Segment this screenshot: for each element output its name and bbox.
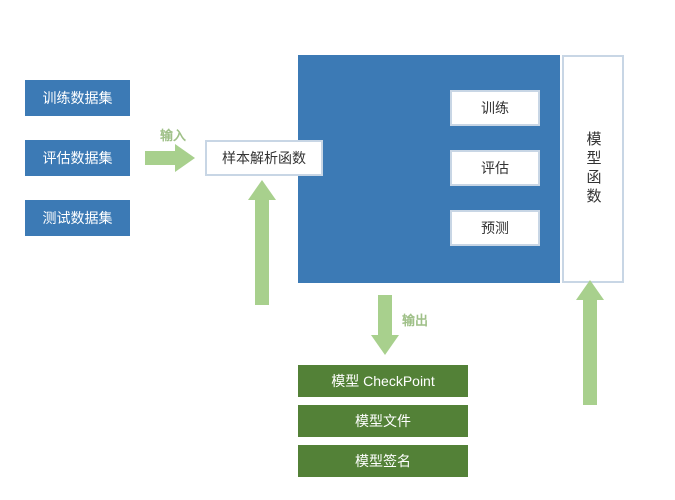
mode-train-box: 训练 (450, 90, 540, 126)
model-fn-label: 模型函数 (583, 131, 604, 207)
parse-fn-box: 样本解析函数 (205, 140, 323, 176)
model-up-arrow (576, 280, 604, 405)
input-arrow (145, 144, 195, 172)
output-checkpoint-box: 模型 CheckPoint (298, 365, 468, 397)
dataset-eval-box: 评估数据集 (25, 140, 130, 176)
mode-predict-box: 预测 (450, 210, 540, 246)
dataset-eval-label: 评估数据集 (43, 148, 113, 168)
parse-fn-label: 样本解析函数 (222, 148, 306, 168)
output-signature-label: 模型签名 (355, 451, 411, 471)
output-modelfile-label: 模型文件 (355, 411, 411, 431)
dataset-train-label: 训练数据集 (43, 88, 113, 108)
mode-eval-box: 评估 (450, 150, 540, 186)
mode-predict-label: 预测 (481, 218, 509, 238)
model-fn-box: 模型函数 (562, 55, 624, 283)
dataset-test-box: 测试数据集 (25, 200, 130, 236)
dataset-train-box: 训练数据集 (25, 80, 130, 116)
mode-train-label: 训练 (481, 98, 509, 118)
output-arrow (371, 295, 399, 355)
output-signature-box: 模型签名 (298, 445, 468, 477)
output-arrow-label: 输出 (402, 310, 428, 329)
input-arrow-label: 输入 (160, 125, 186, 144)
output-modelfile-box: 模型文件 (298, 405, 468, 437)
parse-up-arrow (248, 180, 276, 305)
dataset-test-label: 测试数据集 (43, 208, 113, 228)
mode-eval-label: 评估 (481, 158, 509, 178)
output-checkpoint-label: 模型 CheckPoint (331, 371, 434, 391)
